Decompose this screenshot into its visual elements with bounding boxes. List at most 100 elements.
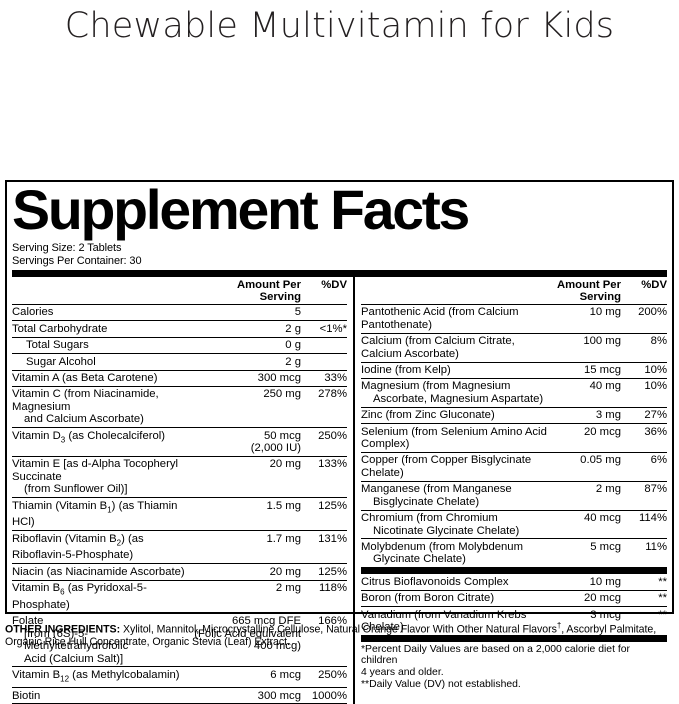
nutrient-name: Vitamin A (as Beta Carotene) [12, 370, 189, 387]
section-divider [361, 565, 667, 574]
nutrient-dv: ** [621, 590, 667, 608]
footnote-dv-not-established: **Daily Value (DV) not established. [361, 678, 521, 690]
other-ingredients-label: OTHER INGREDIENTS: [5, 623, 121, 636]
servings-per-container: Servings Per Container: 30 [12, 254, 142, 267]
nutrient-amount: 5 mcg [550, 538, 621, 569]
nutrient-name: Vitamin B12 (as Methylcobalamin) [12, 666, 189, 689]
heading-divider [12, 270, 667, 277]
nutrient-dv: 6% [621, 452, 667, 482]
header-amount: Amount Per Serving [550, 277, 621, 305]
header-blank [361, 277, 551, 305]
nutrient-dv: <1%* [301, 320, 347, 338]
header-blank [12, 277, 189, 305]
nutrient-dv: 250% [301, 427, 347, 457]
table-row: Citrus Bioflavonoids Complex 10 mg ** [361, 571, 667, 591]
table-row: Pantothenic Acid (from Calcium Pantothen… [361, 304, 667, 334]
nutrient-amount: 2 mg [550, 481, 621, 511]
nutrient-dv: 125% [301, 497, 347, 532]
other-ingredients-text-1: Xylitol, Mannitol, Microcrystalline Cell… [120, 623, 557, 636]
other-ingredients: OTHER INGREDIENTS: Xylitol, Mannitol, Mi… [5, 620, 674, 649]
nutrient-dv [301, 353, 347, 371]
nutrient-amount: 300 mcg [188, 687, 301, 704]
header-amount-line2: Serving [259, 290, 301, 303]
nutrient-name: Manganese (from Manganese Bisglycinate Ch… [361, 481, 551, 511]
nutrient-name: Vitamin D3 (as Cholecalciferol) [12, 427, 189, 457]
nutrient-name: Selenium (from Selenium Amino Acid Compl… [361, 423, 551, 453]
nutrient-dv: 87% [621, 481, 667, 511]
table-row: Vitamin B6 (as Pyridoxal-5-Phosphate) 2 m… [12, 580, 347, 614]
table-row: Manganese (from Manganese Bisglycinate Ch… [361, 481, 667, 511]
header-dv: %DV [301, 277, 347, 305]
nutrient-amount: 2 g [188, 353, 301, 371]
table-row: Magnesium (from Magnesium Ascorbate, Magn… [361, 378, 667, 408]
table-row: Thiamin (Vitamin B1) (as Thiamin HCl) 1.5… [12, 497, 347, 532]
nutrition-column-right: Amount Per Serving %DV Pantothenic Acid … [355, 277, 667, 704]
nutrient-dv: 33% [301, 370, 347, 387]
nutrient-dv: 131% [301, 530, 347, 565]
nutrient-dv: 10% [621, 378, 667, 408]
nutrient-amount: 15 mcg [550, 362, 621, 379]
nutrient-dv: 36% [621, 423, 667, 453]
nutrient-dv: 11% [621, 538, 667, 569]
table-row: Vitamin A (as Beta Carotene) 300 mcg 33% [12, 370, 347, 387]
nutrient-name: Riboflavin (Vitamin B2) (as Riboflavin-5… [12, 530, 189, 565]
nutrient-name: Copper (from Copper Bisglycinate Chelate… [361, 452, 551, 482]
nutrient-name: Magnesium (from Magnesium Ascorbate, Magn… [361, 378, 551, 408]
nutrient-amount: 10 mg [550, 304, 621, 334]
supplement-facts-heading: Supplement Facts [12, 178, 470, 241]
nutrient-name: Citrus Bioflavonoids Complex [361, 571, 551, 591]
table-row: Total Sugars 0 g [12, 337, 347, 355]
nutrient-amount: 100 mg [550, 333, 621, 363]
table-row: Zinc (from Zinc Gluconate) 3 mg 27% [361, 407, 667, 425]
table-header-row: Amount Per Serving %DV [12, 277, 347, 305]
nutrient-amount: 1.5 mg [188, 497, 301, 532]
nutrition-column-left: Amount Per Serving %DV Calories 5 Total Ca… [12, 277, 353, 704]
nutrient-amount: 6 mcg [188, 666, 301, 689]
table-row: Molybdenum (from Molybdenum Glycinate Che… [361, 538, 667, 569]
nutrient-dv: 27% [621, 407, 667, 425]
nutrient-dv: 278% [301, 386, 347, 429]
nutrient-amount: 40 mcg [550, 510, 621, 540]
nutrient-dv: 200% [621, 304, 667, 334]
nutrient-name: Biotin [12, 687, 189, 704]
nutrient-amount: 20 mg [188, 456, 301, 499]
nutrient-amount: 2 g [188, 320, 301, 338]
nutrient-name: Total Carbohydrate [12, 320, 189, 338]
nutrient-name: Niacin (as Niacinamide Ascorbate) [12, 563, 189, 581]
nutrient-dv: 8% [621, 333, 667, 363]
nutrient-dv: 118% [301, 580, 347, 614]
nutrient-name: Molybdenum (from Molybdenum Glycinate Che… [361, 538, 551, 569]
nutrient-name: Calories [12, 304, 189, 322]
nutrient-name: Vitamin E [as d-Alpha Tocopheryl Succina… [12, 456, 189, 499]
header-amount-line1: Amount Per [556, 278, 621, 291]
table-row: Boron (from Boron Citrate) 20 mcg ** [361, 590, 667, 608]
nutrient-amount: 20 mg [188, 563, 301, 581]
header-dv: %DV [621, 277, 667, 305]
supplement-facts-panel: Supplement Facts Serving Size: 2 Tablets… [5, 180, 674, 704]
table-row: Biotin 300 mcg 1000% [12, 687, 347, 704]
nutrient-name: Zinc (from Zinc Gluconate) [361, 407, 551, 425]
table-row: Selenium (from Selenium Amino Acid Compl… [361, 423, 667, 453]
header-amount-line1: Amount Per [236, 278, 301, 291]
nutrient-amount: 20 mcg [550, 590, 621, 608]
nutrient-name: Vitamin C (from Niacinamide, Magnesium an… [12, 386, 189, 429]
nutrient-name: Calcium (from Calcium Citrate, Calcium A… [361, 333, 551, 363]
table-row: Vitamin B12 (as Methylcobalamin) 6 mcg 250… [12, 666, 347, 689]
table-row: Sugar Alcohol 2 g [12, 353, 347, 371]
nutrient-dv: 125% [301, 563, 347, 581]
nutrient-amount: 300 mcg [188, 370, 301, 387]
nutrient-name: Iodine (from Kelp) [361, 362, 551, 379]
column-divider [353, 277, 355, 704]
table-row: Calcium (from Calcium Citrate, Calcium A… [361, 333, 667, 363]
nutrient-amount: 40 mg [550, 378, 621, 408]
nutrient-amount: 3 mg [550, 407, 621, 425]
footnotes: *Percent Daily Values are based on a 2,0… [361, 642, 667, 690]
table-row: Calories 5 [12, 304, 347, 322]
table-row: Vitamin D3 (as Cholecalciferol) 50 mcg (2,… [12, 427, 347, 457]
nutrient-name: Sugar Alcohol [12, 353, 189, 371]
table-header-row: Amount Per Serving %DV [361, 277, 667, 305]
section-divider [361, 633, 667, 642]
table-row: Vitamin E [as d-Alpha Tocopheryl Succina… [12, 456, 347, 499]
nutrient-dv [301, 304, 347, 322]
dagger-symbol: † [556, 621, 562, 630]
